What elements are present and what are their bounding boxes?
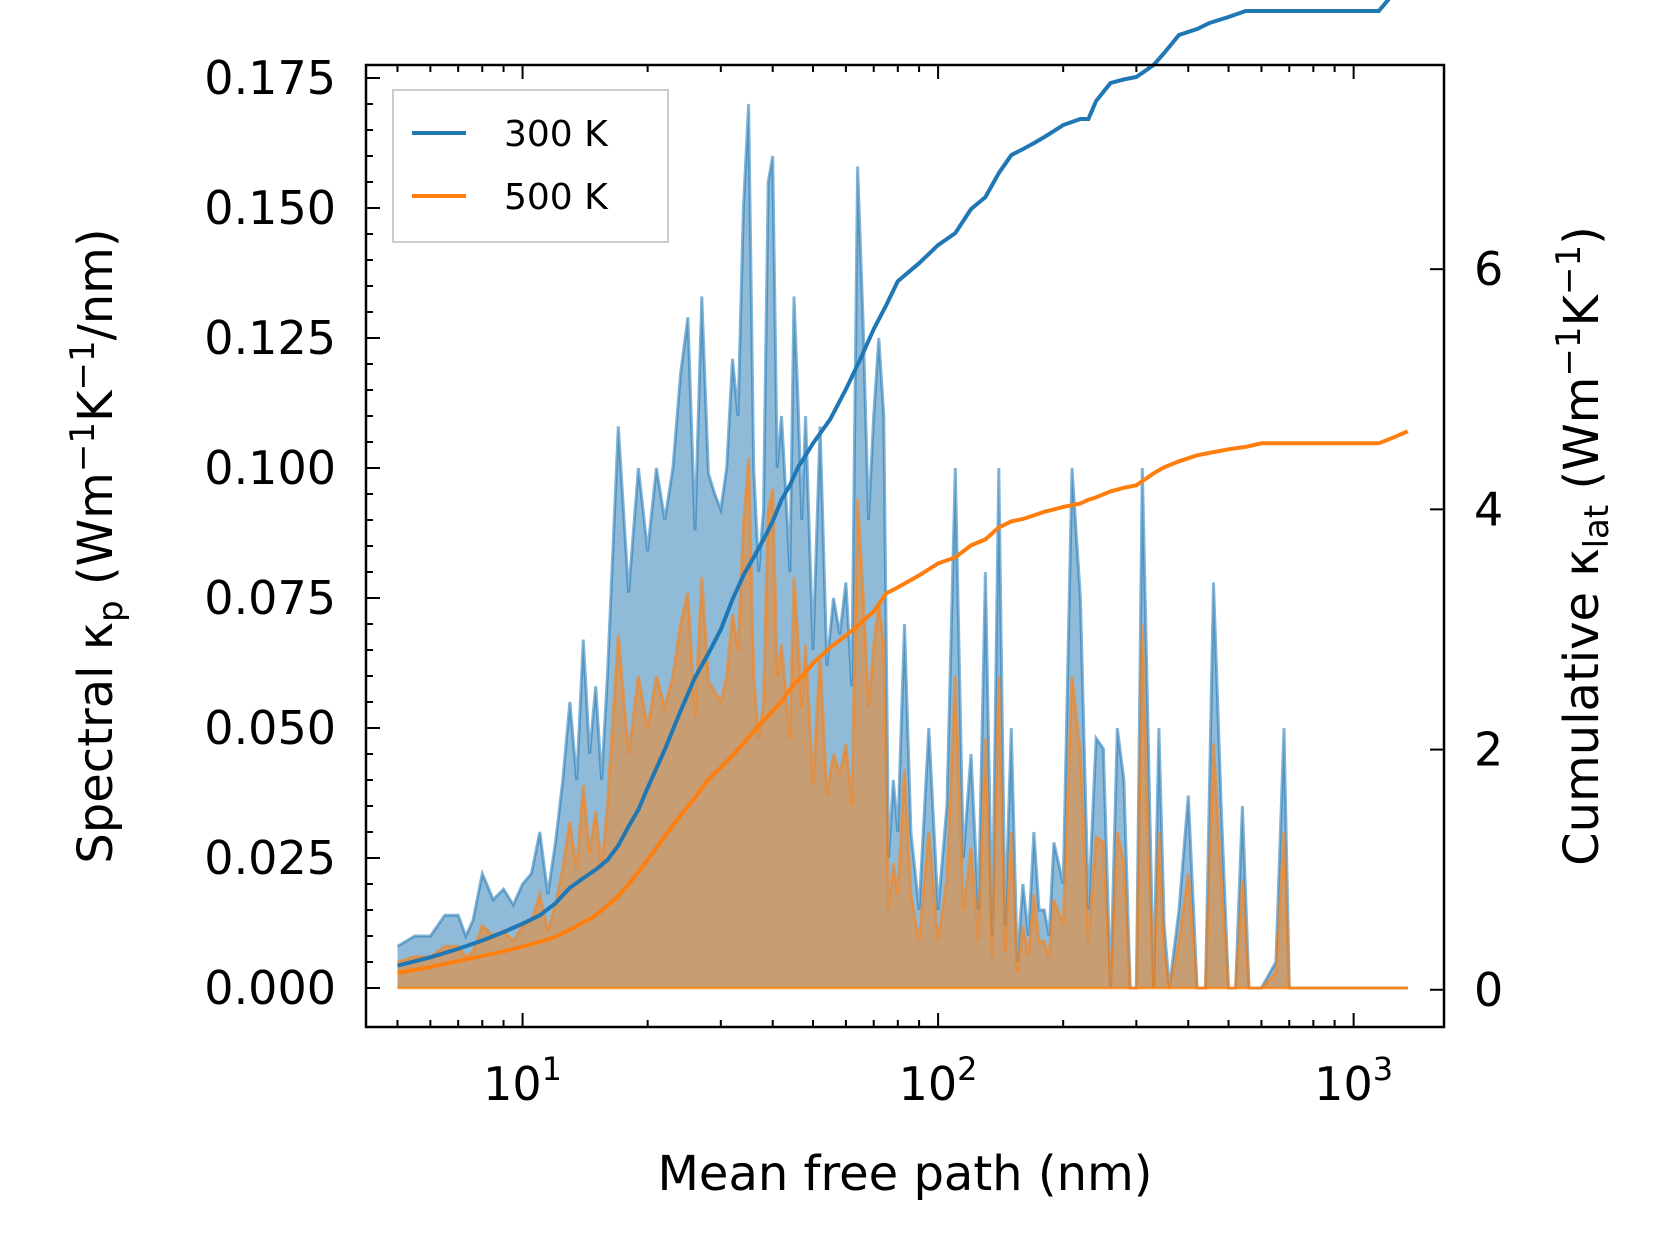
- y-axis-title-right: Cumulative κlat (Wm−1K−1): [1549, 226, 1617, 866]
- y-left-unit-c: /nm): [68, 228, 124, 340]
- y-right-tick-label: 2: [1474, 723, 1503, 777]
- x-tick-exp: 1: [542, 1050, 562, 1088]
- y-right-sup-a: −1: [1549, 326, 1589, 376]
- y-left-tick-label: 0.175: [204, 51, 336, 105]
- y-left-tick-label: 0.125: [204, 311, 336, 365]
- cumulative-line-300k: [397, 0, 1391, 968]
- y-right-main: Cumulative κ: [1554, 548, 1610, 866]
- y-axis-title-left: Spectral κp (Wm−1K−1/nm): [63, 228, 131, 863]
- y-right-tick-label: 4: [1474, 482, 1503, 536]
- x-tick-label: 102: [899, 1050, 978, 1111]
- y-right-tick-label: 6: [1474, 242, 1503, 296]
- x-tick-exp: 3: [1373, 1050, 1393, 1088]
- x-axis-title: Mean free path (nm): [658, 1146, 1153, 1202]
- y-right-tick-label: 0: [1474, 963, 1503, 1017]
- y-right-unit-a: (Wm: [1554, 377, 1610, 505]
- y-left-unit-b: K: [68, 389, 124, 422]
- x-tick-base: 10: [899, 1057, 958, 1111]
- x-tick-base: 10: [483, 1057, 542, 1111]
- y-left-tick-label: 0.150: [204, 181, 336, 235]
- y-left-tick-label: 0.050: [204, 701, 336, 755]
- y-left-tick-label: 0.100: [204, 441, 336, 495]
- legend-label-300k: 300 K: [504, 114, 609, 155]
- y-left-tick-label: 0.075: [204, 571, 336, 625]
- y-left-sub: p: [91, 600, 131, 622]
- legend-box: [392, 89, 669, 243]
- y-left-main: Spectral κ: [68, 622, 124, 864]
- y-right-sup-b: −1: [1549, 245, 1589, 295]
- plot-area: [396, 0, 1409, 990]
- x-tick-label: 103: [1314, 1050, 1393, 1111]
- y-left-sup-b: −1: [63, 340, 103, 390]
- x-tick-base: 10: [1314, 1057, 1373, 1111]
- y-left-tick-label: 0.000: [204, 961, 336, 1015]
- y-left-sup-a: −1: [63, 422, 103, 472]
- y-left-unit-a: (Wm: [68, 472, 124, 600]
- y-right-unit-c: ): [1554, 226, 1610, 245]
- ticks-layer: 101 102 1030.0000.0250.0500.0750.1000.1250…: [204, 51, 1503, 1111]
- legend-label-500k: 500 K: [504, 177, 609, 218]
- spectral-line-500k: [397, 457, 1408, 990]
- cumulative-line-500k: [397, 429, 1409, 975]
- x-tick-label: 101: [483, 1050, 562, 1111]
- y-right-unit-b: K: [1554, 293, 1610, 326]
- y-left-tick-label: 0.025: [204, 831, 336, 885]
- cumulative-series-layer: [397, 0, 1409, 975]
- legend: 300 K 500 K: [392, 89, 669, 243]
- x-tick-exp: 2: [957, 1050, 977, 1088]
- y-right-sub: lat: [1577, 505, 1617, 549]
